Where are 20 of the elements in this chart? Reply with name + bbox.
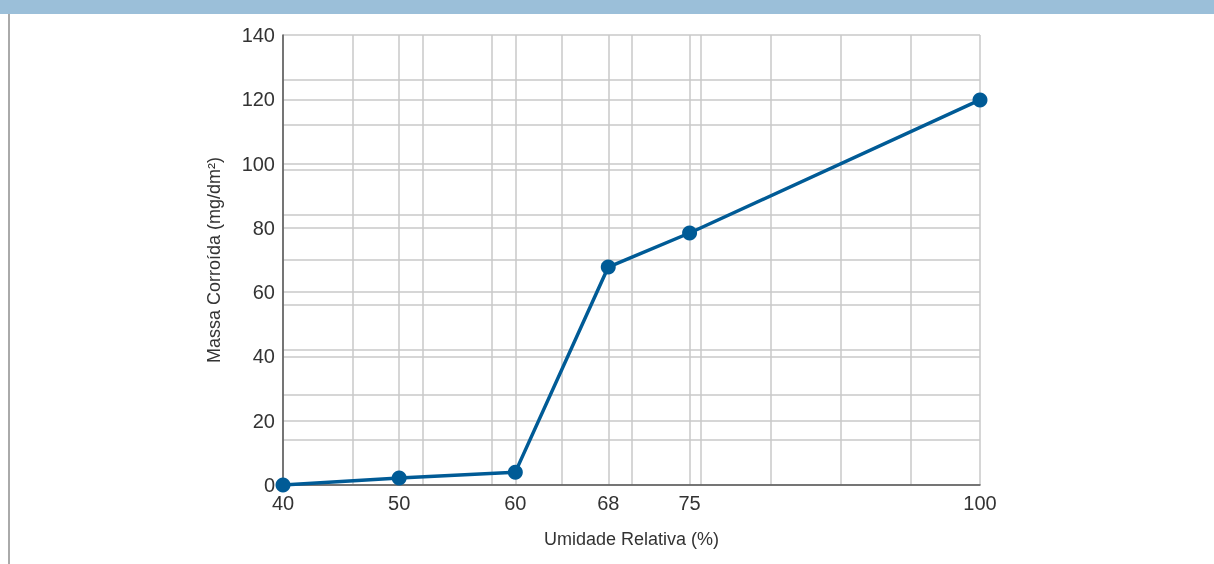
x-tick-label: 60: [504, 492, 527, 514]
y-tick-label: 20: [252, 409, 275, 432]
x-axis-title: Umidade Relativa (%): [543, 529, 720, 549]
point: [972, 92, 988, 108]
point: [600, 259, 616, 275]
point: [275, 477, 291, 493]
point: [682, 225, 698, 241]
x-tick-label: 68: [597, 492, 620, 514]
y-tick-label: 40: [252, 345, 275, 368]
y-axis-title: Massa Corroída (mg/dm²): [204, 156, 224, 364]
y-tick-label: 80: [252, 216, 275, 239]
y-tick-label: 120: [241, 88, 275, 111]
y-tick-label: 60: [252, 281, 275, 304]
point: [391, 470, 407, 486]
x-tick-label: 50: [388, 492, 411, 514]
y-tick-label: 140: [241, 24, 275, 46]
x-tick-label: 100: [963, 492, 997, 514]
y-tick-label: 100: [241, 152, 275, 175]
point: [507, 464, 523, 480]
x-tick-label: 75: [678, 492, 701, 514]
